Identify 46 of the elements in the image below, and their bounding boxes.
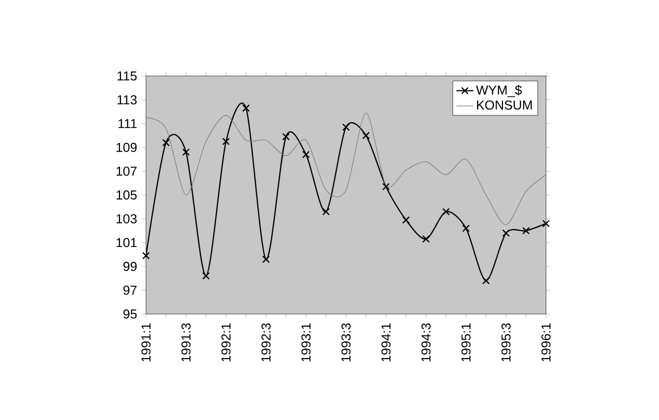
- point: [402, 216, 410, 224]
- point: [142, 252, 150, 260]
- point: [362, 132, 370, 140]
- y-tick-label: 115: [118, 71, 137, 81]
- y-tick-label: 107: [116, 166, 137, 176]
- x-tick-label: 1996:1: [541, 323, 551, 362]
- point: [242, 104, 250, 112]
- x-tick-label: 1995:3: [501, 323, 511, 362]
- y-tick-label: 109: [116, 142, 137, 152]
- point: [482, 276, 490, 284]
- point: [282, 132, 290, 140]
- y-tick-label: 111: [118, 119, 137, 128]
- y-tick-label: 101: [116, 238, 137, 248]
- y-tick-label: 97: [123, 286, 137, 295]
- x-tick-label: 1994:1: [381, 323, 391, 362]
- x-tick-label: 1993:1: [301, 323, 311, 362]
- x-tick-label: 1994:3: [421, 323, 431, 362]
- point: [502, 229, 510, 237]
- point: [522, 226, 530, 234]
- x-tick-label: 1992:3: [261, 323, 271, 362]
- point: [382, 182, 390, 190]
- y-tick-label: 113: [118, 95, 137, 104]
- x-tick-label: 1992:1: [221, 323, 231, 362]
- line-series: [146, 112, 546, 226]
- point: [462, 224, 470, 232]
- y-tick-label: 103: [116, 214, 137, 224]
- x-tick-label: 1995:1: [461, 323, 471, 362]
- legend-label: KONSUM: [477, 100, 532, 110]
- point: [542, 220, 550, 228]
- y-tick-label: 99: [123, 262, 137, 271]
- y-tick-label: 95: [123, 309, 137, 319]
- x-tick-label: 1993:3: [341, 323, 351, 362]
- point: [342, 123, 350, 131]
- y-tick-label: 105: [116, 190, 137, 200]
- x-tick-label: 1991:3: [181, 323, 191, 362]
- point: [182, 148, 190, 156]
- point: [442, 208, 450, 216]
- point: [162, 138, 170, 146]
- legend-label: WYM_$: [476, 84, 522, 98]
- point: [422, 235, 430, 243]
- point: [202, 272, 210, 280]
- point: [322, 208, 330, 216]
- point: [262, 255, 270, 264]
- point: [302, 150, 310, 158]
- x-tick-label: 1991:1: [141, 323, 151, 362]
- point: [222, 138, 230, 146]
